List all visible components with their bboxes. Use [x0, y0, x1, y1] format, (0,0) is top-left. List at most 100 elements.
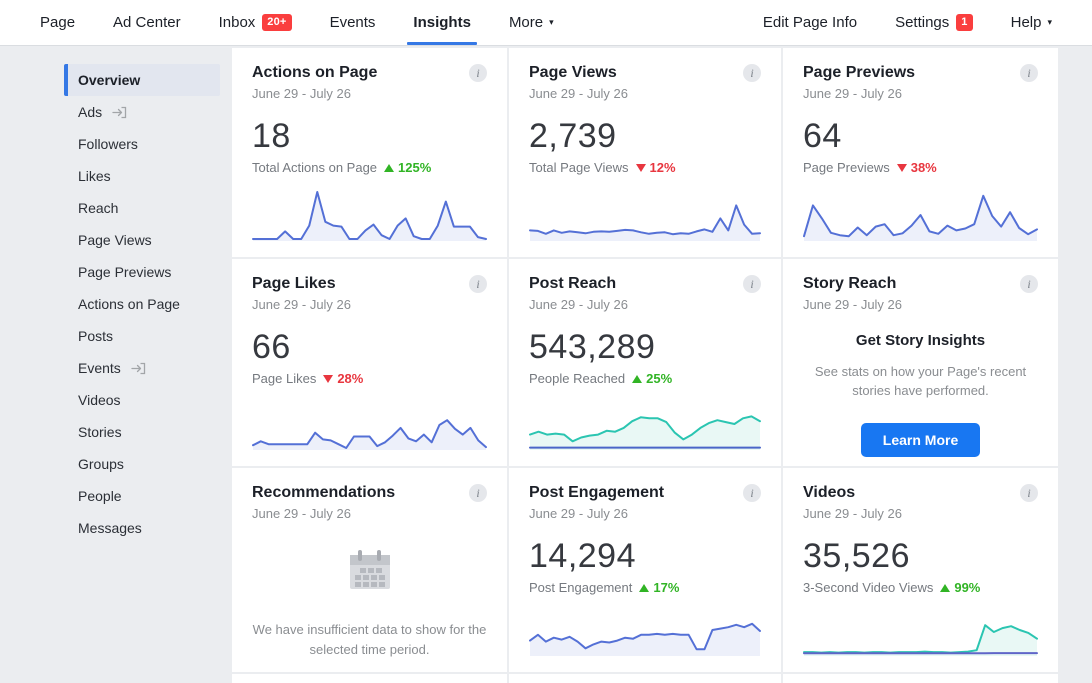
nav-item-help[interactable]: Help ▾	[1010, 14, 1052, 31]
nav-item-more[interactable]: More ▾	[508, 14, 554, 31]
delta-percent: 28%	[337, 371, 364, 386]
metric-value: 14,294	[529, 537, 636, 575]
card-date-range: June 29 - July 26	[529, 297, 629, 312]
delta-percent: 17%	[653, 580, 680, 595]
delta-percent: 99%	[954, 580, 981, 595]
info-icon[interactable]: i	[469, 64, 487, 82]
nav-item-inbox[interactable]: Inbox 20+	[219, 0, 292, 45]
delta-triangle-icon	[635, 163, 646, 172]
card-actions-on-page: Actions on Page June 29 - July 26 i 18 T…	[232, 48, 507, 257]
nav-item-events[interactable]: Events	[329, 14, 376, 31]
sparkline-chart	[803, 624, 1038, 656]
card-title: Actions on Page	[252, 64, 378, 81]
top-navigation: Page Ad Center Inbox 20+ Events Insights…	[0, 0, 1092, 46]
info-icon[interactable]: i	[743, 484, 761, 502]
delta-percent: 38%	[910, 160, 937, 175]
info-icon[interactable]: i	[469, 275, 487, 293]
sparkline-chart	[252, 419, 487, 450]
metric-value: 35,526	[803, 537, 910, 575]
metric-label: Total Actions on Page	[252, 160, 378, 175]
learn-more-button[interactable]: Learn More	[860, 422, 981, 457]
metric-label: People Reached	[529, 371, 626, 386]
next-row-card-sliver	[509, 674, 781, 683]
card-page-previews: Page Previews June 29 - July 26 i 64 Pag…	[783, 48, 1058, 257]
metric-value: 64	[803, 117, 842, 155]
active-tab-underline	[407, 42, 477, 45]
info-icon[interactable]: i	[469, 484, 487, 502]
delta-percent: 12%	[649, 160, 676, 175]
nav-item-settings[interactable]: Settings 1	[895, 0, 973, 45]
next-row-card-sliver	[783, 674, 1058, 683]
sidebar-item-stories[interactable]: Stories	[78, 424, 122, 440]
sidebar-item-likes[interactable]: Likes	[78, 168, 111, 184]
sidebar-item-events[interactable]: Events	[64, 352, 220, 384]
sidebar-item-overview[interactable]: Overview	[64, 64, 220, 96]
card-story-reach: Story Reach June 29 - July 26 i Get Stor…	[783, 259, 1058, 466]
nav-item-edit-page-info[interactable]: Edit Page Info	[762, 14, 858, 31]
nav-left-group: Page Ad Center Inbox 20+ Events Insights…	[40, 0, 592, 45]
metric-label: 3-Second Video Views	[803, 580, 934, 595]
chevron-down-icon: ▾	[1047, 17, 1052, 27]
sidebar-item-people[interactable]: People	[78, 488, 122, 504]
card-date-range: June 29 - July 26	[803, 297, 903, 312]
overview-cards-grid: Actions on Page June 29 - July 26 i 18 T…	[232, 48, 1058, 683]
card-date-range: June 29 - July 26	[803, 506, 903, 521]
info-icon[interactable]: i	[743, 64, 761, 82]
metric-value: 543,289	[529, 328, 656, 366]
card-title: Post Reach	[529, 275, 617, 292]
sidebar-item-messages[interactable]: Messages	[78, 520, 142, 536]
card-title: Recommendations	[252, 484, 396, 501]
sidebar-item-page-previews[interactable]: Page Previews	[78, 264, 172, 280]
nav-item-insights[interactable]: Insights	[407, 0, 477, 45]
sidebar-item-followers[interactable]: Followers	[78, 136, 138, 152]
card-date-range: June 29 - July 26	[252, 297, 352, 312]
sidebar-item-actions-on-page[interactable]: Actions on Page	[78, 296, 180, 312]
delta-percent: 25%	[646, 371, 673, 386]
delta-triangle-icon	[896, 163, 907, 172]
card-page-likes: Page Likes June 29 - July 26 i 66 Page L…	[232, 259, 507, 466]
card-date-range: June 29 - July 26	[252, 506, 352, 521]
info-icon[interactable]: i	[1020, 275, 1038, 293]
sparkline-chart	[529, 622, 761, 656]
delta-triangle-icon	[632, 374, 643, 383]
sparkline-chart	[529, 415, 761, 450]
story-heading: Get Story Insights	[855, 332, 986, 349]
card-title: Page Previews	[803, 64, 916, 81]
sidebar-item-videos[interactable]: Videos	[78, 392, 121, 408]
sparkline-chart	[803, 194, 1038, 241]
metric-label: Page Likes	[252, 371, 317, 386]
next-row-card-sliver	[232, 674, 507, 683]
info-icon[interactable]: i	[1020, 64, 1038, 82]
nav-item-page[interactable]: Page	[40, 14, 76, 31]
calendar-icon	[347, 549, 393, 598]
metric-label: Page Previews	[803, 160, 890, 175]
card-date-range: June 29 - July 26	[529, 506, 629, 521]
card-post-reach: Post Reach June 29 - July 26 i 543,289 P…	[509, 259, 781, 466]
info-icon[interactable]: i	[1020, 484, 1038, 502]
sidebar-item-groups[interactable]: Groups	[78, 456, 124, 472]
delta-triangle-icon	[940, 583, 951, 592]
sidebar-item-posts[interactable]: Posts	[78, 328, 114, 344]
card-date-range: June 29 - July 26	[803, 86, 903, 101]
sidebar-item-reach[interactable]: Reach	[78, 200, 119, 216]
notification-badge: 1	[956, 14, 973, 31]
delta-triangle-icon	[639, 583, 650, 592]
card-title: Page Views	[529, 64, 617, 81]
card-recommendations: Recommendations June 29 - July 26 i	[232, 468, 507, 672]
insufficient-data-message: We have insufficient data to show for th…	[252, 622, 487, 657]
chevron-down-icon: ▾	[549, 17, 554, 27]
card-date-range: June 29 - July 26	[529, 86, 629, 101]
card-date-range: June 29 - July 26	[252, 86, 352, 101]
card-title: Post Engagement	[529, 484, 665, 501]
metric-label: Total Page Views	[529, 160, 629, 175]
nav-item-ad-center[interactable]: Ad Center	[113, 14, 181, 31]
sparkline-chart	[529, 204, 761, 241]
story-description: See stats on how your Page's recent stor…	[814, 364, 1027, 398]
external-link-icon	[112, 106, 127, 119]
delta-percent: 125%	[398, 160, 432, 175]
metric-value: 2,739	[529, 117, 617, 155]
sidebar-item-page-views[interactable]: Page Views	[78, 232, 152, 248]
sidebar-item-ads[interactable]: Ads	[64, 96, 220, 128]
info-icon[interactable]: i	[743, 275, 761, 293]
